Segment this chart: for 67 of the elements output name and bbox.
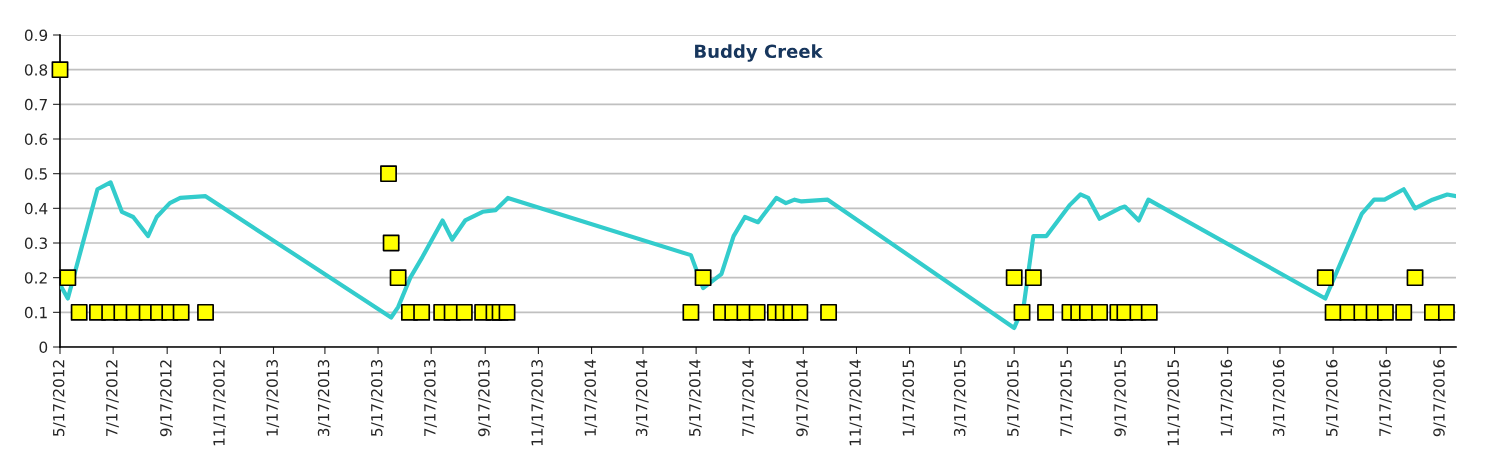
x-tick-label: 3/17/2015 bbox=[953, 360, 967, 436]
x-tick-label: 5/17/2016 bbox=[1326, 359, 1339, 436]
x-tick-label: 7/17/2016 bbox=[1379, 359, 1392, 436]
point bbox=[1024, 269, 1042, 287]
x-tick-label: 7/17/2012 bbox=[106, 360, 119, 436]
point bbox=[1316, 269, 1334, 287]
x-tick-label: 7/17/2015 bbox=[1060, 360, 1073, 436]
x-tick-label: 5/17/2014 bbox=[689, 359, 702, 436]
point bbox=[1140, 303, 1158, 321]
x-tick-label: 5/17/2013 bbox=[370, 360, 384, 436]
x-tick-label: 1/17/2014 bbox=[584, 359, 598, 436]
x-tick-label: 9/17/2015 bbox=[1114, 360, 1128, 437]
x-tick-label: 9/17/2012 bbox=[160, 360, 173, 437]
x-tick-label: 1/17/2013 bbox=[266, 360, 280, 436]
point bbox=[59, 269, 77, 287]
x-tick-label: 7/17/2013 bbox=[424, 360, 437, 436]
x-tick-label: 3/17/2013 bbox=[317, 360, 331, 436]
x-tick-label: 9/17/2014 bbox=[796, 359, 809, 437]
point bbox=[791, 303, 809, 321]
point bbox=[455, 303, 473, 321]
point bbox=[1324, 303, 1342, 321]
y-tick-label: 0 bbox=[39, 341, 48, 354]
point bbox=[498, 303, 516, 321]
x-tick-label: 9/17/2013 bbox=[478, 360, 491, 437]
point bbox=[1376, 303, 1394, 321]
x-tick-label: 11/17/2015 bbox=[1167, 360, 1181, 446]
x-tick-label: 3/17/2014 bbox=[635, 359, 649, 436]
point bbox=[1037, 303, 1055, 321]
x-tick-label: 1/17/2016 bbox=[1220, 359, 1234, 436]
point bbox=[820, 303, 838, 321]
point bbox=[748, 303, 766, 321]
x-tick-label: 9/17/2016 bbox=[1433, 359, 1446, 437]
y-tick-label: 0.4 bbox=[24, 202, 48, 215]
point bbox=[1013, 303, 1031, 321]
x-tick-label: 11/17/2012 bbox=[213, 360, 226, 446]
x-tick-label: 5/17/2015 bbox=[1007, 360, 1020, 436]
line-series bbox=[60, 180, 1456, 331]
y-tick-label: 0.5 bbox=[24, 168, 47, 180]
point bbox=[70, 303, 88, 321]
point bbox=[382, 234, 400, 252]
y-tick-label: 0.1 bbox=[24, 306, 47, 319]
x-tick-label: 11/17/2013 bbox=[531, 360, 545, 446]
x-tick-label: 11/17/2014 bbox=[849, 359, 863, 446]
point bbox=[1395, 303, 1413, 321]
point bbox=[1005, 269, 1023, 287]
point bbox=[682, 303, 700, 321]
y-tick-label: 0.2 bbox=[24, 272, 47, 284]
y-tick-label: 0.6 bbox=[24, 133, 48, 146]
x-tick-label: 3/17/2016 bbox=[1272, 359, 1286, 436]
x-tick-label: 1/17/2015 bbox=[902, 360, 916, 436]
x-tick-label: 7/17/2014 bbox=[742, 359, 755, 436]
y-tick-label: 0.3 bbox=[24, 237, 47, 250]
point bbox=[389, 269, 407, 287]
point bbox=[51, 61, 69, 79]
point bbox=[1437, 303, 1455, 321]
point bbox=[172, 303, 190, 321]
point bbox=[380, 165, 397, 183]
y-tick-label: 0.7 bbox=[24, 98, 47, 111]
y-tick-label: 0.8 bbox=[24, 64, 48, 76]
chart-title: Buddy Creek bbox=[695, 44, 823, 62]
y-tick-label: 0.9 bbox=[24, 29, 48, 42]
point bbox=[694, 269, 712, 287]
point bbox=[1406, 269, 1424, 287]
point bbox=[197, 303, 214, 321]
point bbox=[413, 303, 431, 321]
x-tick-label: 5/17/2012 bbox=[52, 360, 66, 436]
point bbox=[1091, 303, 1109, 321]
